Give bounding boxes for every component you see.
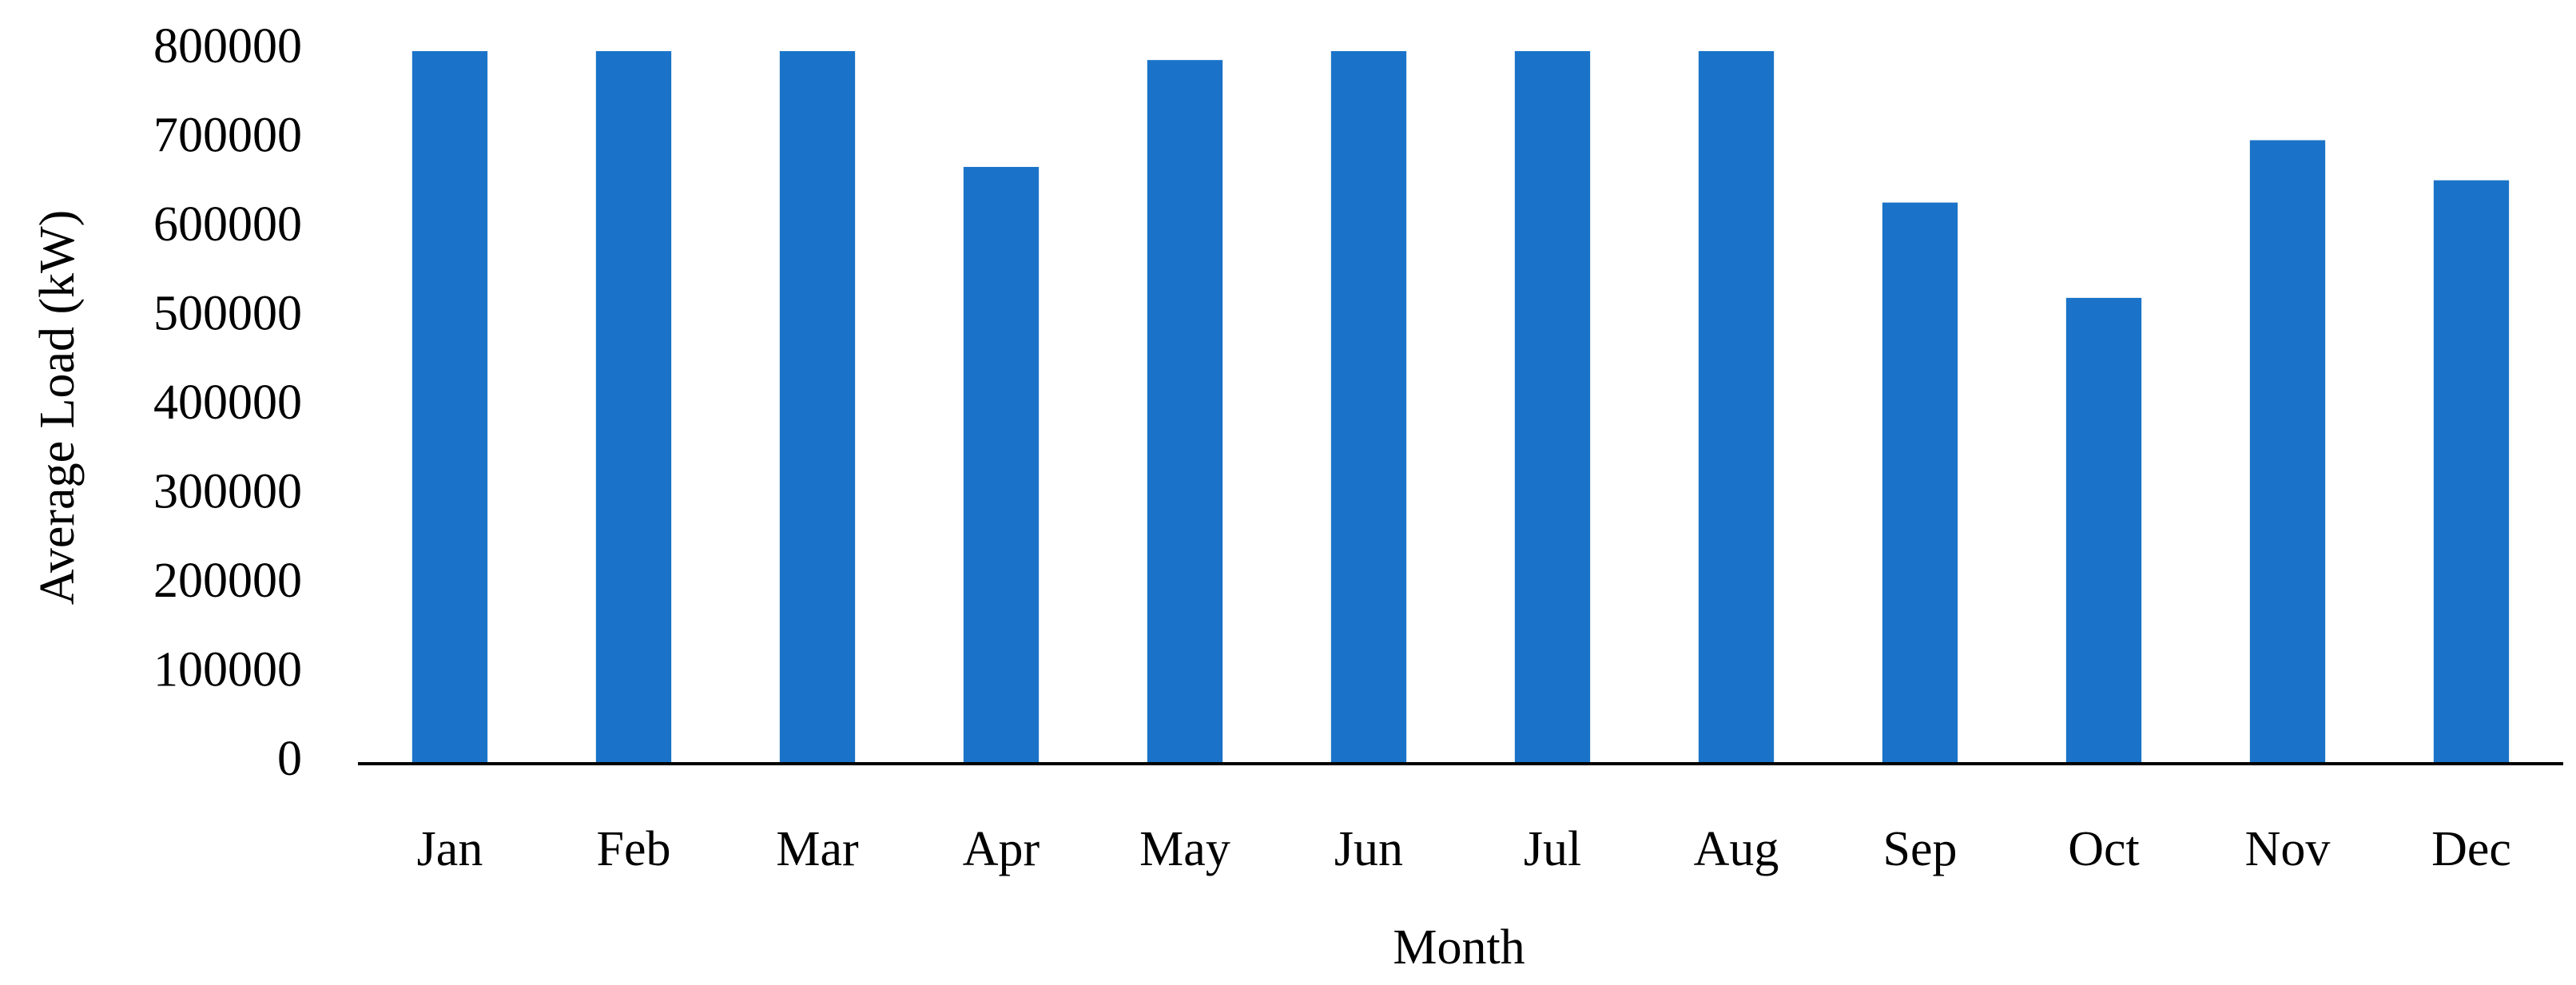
bar [779, 51, 856, 764]
bar [1698, 51, 1775, 764]
x-axis-title: Month [1393, 920, 1525, 975]
y-tick-label: 0 [277, 732, 302, 786]
bar [2065, 297, 2142, 765]
bar [1330, 51, 1407, 764]
x-tick-label: Mar [776, 822, 859, 876]
x-tick-label: Sep [1883, 822, 1958, 876]
x-tick-label: Jul [1524, 822, 1581, 876]
y-tick-label: 600000 [153, 197, 302, 252]
bar [1514, 51, 1591, 764]
x-tick-label: Feb [597, 822, 671, 876]
y-axis-title: Average Load (kW) [30, 210, 85, 606]
x-tick-label: Aug [1694, 822, 1779, 876]
bar [1147, 60, 1223, 764]
bar [2249, 140, 2326, 764]
bar [2433, 180, 2510, 765]
x-tick-label: Apr [963, 822, 1040, 876]
x-tick-label: Jan [417, 822, 483, 876]
y-tick-label: 800000 [153, 19, 302, 73]
x-tick-label: Oct [2068, 822, 2140, 876]
y-tick-label: 500000 [153, 287, 302, 341]
x-tick-label: Jun [1334, 822, 1403, 876]
bar [1882, 202, 1958, 765]
y-tick-label: 100000 [153, 643, 302, 697]
y-tick-label: 300000 [153, 465, 302, 519]
y-tick-label: 700000 [153, 109, 302, 163]
bar [963, 166, 1040, 764]
bar [595, 51, 672, 764]
y-tick-label: 400000 [153, 375, 302, 430]
x-tick-label: Nov [2245, 822, 2331, 876]
x-tick-label: Dec [2431, 822, 2511, 876]
x-tick-label: May [1139, 822, 1230, 876]
bar [411, 51, 488, 764]
y-tick-label: 200000 [153, 554, 302, 608]
